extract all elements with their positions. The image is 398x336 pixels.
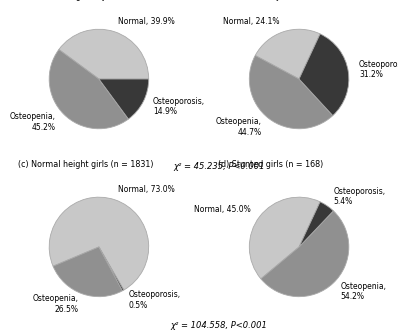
Text: Osteopenia,
45.2%: Osteopenia, 45.2% <box>10 112 56 132</box>
Wedge shape <box>249 197 320 279</box>
Text: Osteoporosis,
14.9%: Osteoporosis, 14.9% <box>153 97 205 116</box>
Text: Osteoporosis,
5.4%: Osteoporosis, 5.4% <box>333 187 385 207</box>
Text: χ² = 104.558, P<0.001: χ² = 104.558, P<0.001 <box>170 322 267 330</box>
Wedge shape <box>249 55 333 129</box>
Wedge shape <box>255 29 320 79</box>
Wedge shape <box>99 247 124 291</box>
Text: Osteoporosis,
0.5%: Osteoporosis, 0.5% <box>129 290 181 310</box>
Text: χ² = 45.235, P<0.001: χ² = 45.235, P<0.001 <box>173 162 265 171</box>
Wedge shape <box>53 247 123 297</box>
Text: Normal, 45.0%: Normal, 45.0% <box>194 205 251 214</box>
Text: (d) Stunted girls (n = 168): (d) Stunted girls (n = 168) <box>218 160 324 169</box>
Text: Osteopenia,
26.5%: Osteopenia, 26.5% <box>33 294 79 314</box>
Wedge shape <box>299 34 349 116</box>
Text: Osteoporosis,
31.2%: Osteoporosis, 31.2% <box>359 60 398 79</box>
Wedge shape <box>261 211 349 297</box>
Text: (b) Stunted boys (n = 228): (b) Stunted boys (n = 228) <box>218 0 326 1</box>
Text: Normal, 73.0%: Normal, 73.0% <box>118 185 175 194</box>
Wedge shape <box>59 29 149 79</box>
Text: Osteopenia,
44.7%: Osteopenia, 44.7% <box>216 117 262 137</box>
Wedge shape <box>99 79 149 119</box>
Text: (c) Normal height girls (n = 1831): (c) Normal height girls (n = 1831) <box>18 160 154 169</box>
Wedge shape <box>49 49 129 129</box>
Wedge shape <box>49 197 149 290</box>
Text: Normal, 24.1%: Normal, 24.1% <box>223 17 280 26</box>
Text: Normal, 39.9%: Normal, 39.9% <box>118 17 175 26</box>
Text: (a) Normal height boys (n = 1775): (a) Normal height boys (n = 1775) <box>18 0 156 1</box>
Text: Osteopenia,
54.2%: Osteopenia, 54.2% <box>341 282 386 301</box>
Wedge shape <box>299 202 334 247</box>
